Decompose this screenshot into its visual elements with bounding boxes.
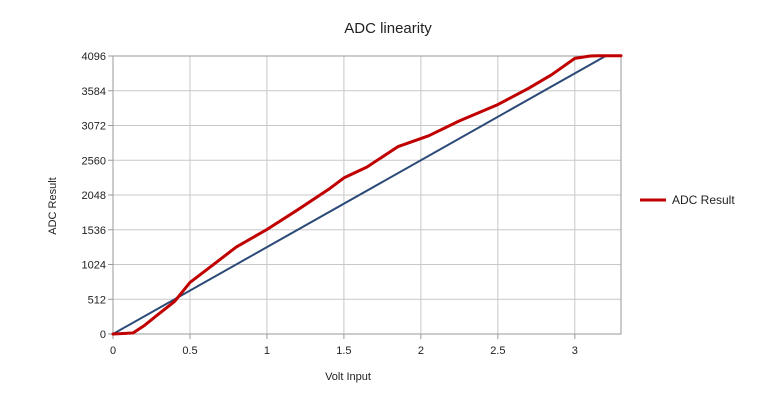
x-tick-label: 0 <box>110 345 116 357</box>
x-tick-label: 1 <box>264 345 270 357</box>
y-tick-label: 512 <box>88 294 106 306</box>
y-tick-label: 0 <box>100 329 106 341</box>
legend: ADC Result <box>640 193 735 207</box>
y-tick-label: 2560 <box>82 155 106 167</box>
x-tick-label: 1.5 <box>336 345 351 357</box>
reference-line <box>112 55 607 335</box>
series-lines <box>111 54 623 336</box>
y-tick-label: 3072 <box>82 121 106 133</box>
chart-title: ADC linearity <box>344 20 432 37</box>
plot-frame <box>112 55 622 335</box>
x-tick-label: 2.5 <box>490 345 505 357</box>
axis-ticks: 0 512 1024 1536 2048 2560 3072 3584 4096 0 0.5 1 1.5… <box>82 51 578 357</box>
y-tick-label: 3584 <box>82 86 106 98</box>
y-tick-label: 1536 <box>82 225 106 237</box>
legend-label-adc-result: ADC Result <box>672 193 735 207</box>
y-tick-label: 1024 <box>82 260 106 272</box>
adc-result-line <box>111 54 623 336</box>
grid <box>108 55 621 339</box>
y-tick-label: 4096 <box>82 51 106 63</box>
x-axis-label: Volt Input <box>325 371 371 383</box>
x-tick-label: 3 <box>572 345 578 357</box>
x-tick-label: 2 <box>418 345 424 357</box>
y-tick-label: 2048 <box>82 190 106 202</box>
x-tick-label: 0.5 <box>182 345 197 357</box>
y-axis-label: ADC Result <box>47 177 59 234</box>
